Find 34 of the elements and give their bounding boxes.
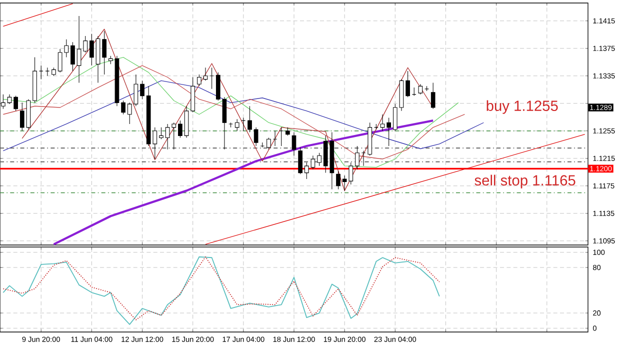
candlestick <box>159 127 164 140</box>
candlestick <box>292 132 296 156</box>
candlestick <box>336 170 340 190</box>
candlestick <box>406 70 410 98</box>
candlestick <box>14 96 18 112</box>
candlestick <box>355 146 360 170</box>
candlestick <box>254 127 258 146</box>
candlestick <box>418 84 423 95</box>
candlestick <box>140 80 144 100</box>
candlestick <box>178 120 182 138</box>
line-series <box>2 56 459 168</box>
candlestick <box>241 118 246 132</box>
candlestick <box>203 67 208 81</box>
candlestick <box>121 100 126 115</box>
candlestick <box>38 65 44 80</box>
candlestick <box>7 94 12 104</box>
candlestick <box>392 104 398 132</box>
line-series <box>52 119 434 246</box>
line-series <box>2 80 484 152</box>
candlestick <box>90 34 94 66</box>
candlestick <box>380 114 385 132</box>
candlestick <box>317 152 322 166</box>
annotation: buy 1.1255 <box>486 100 558 114</box>
candlestick <box>102 30 106 75</box>
candlestick <box>386 118 391 146</box>
candlestick <box>248 106 252 133</box>
candlestick <box>234 118 240 132</box>
candlestick <box>430 82 436 110</box>
candlestick <box>197 74 202 86</box>
candlestick <box>45 67 50 76</box>
annotation: sell stop 1.1165 <box>474 174 576 188</box>
candlestick <box>70 42 75 72</box>
candlestick <box>266 137 271 150</box>
candlestick <box>298 147 302 174</box>
